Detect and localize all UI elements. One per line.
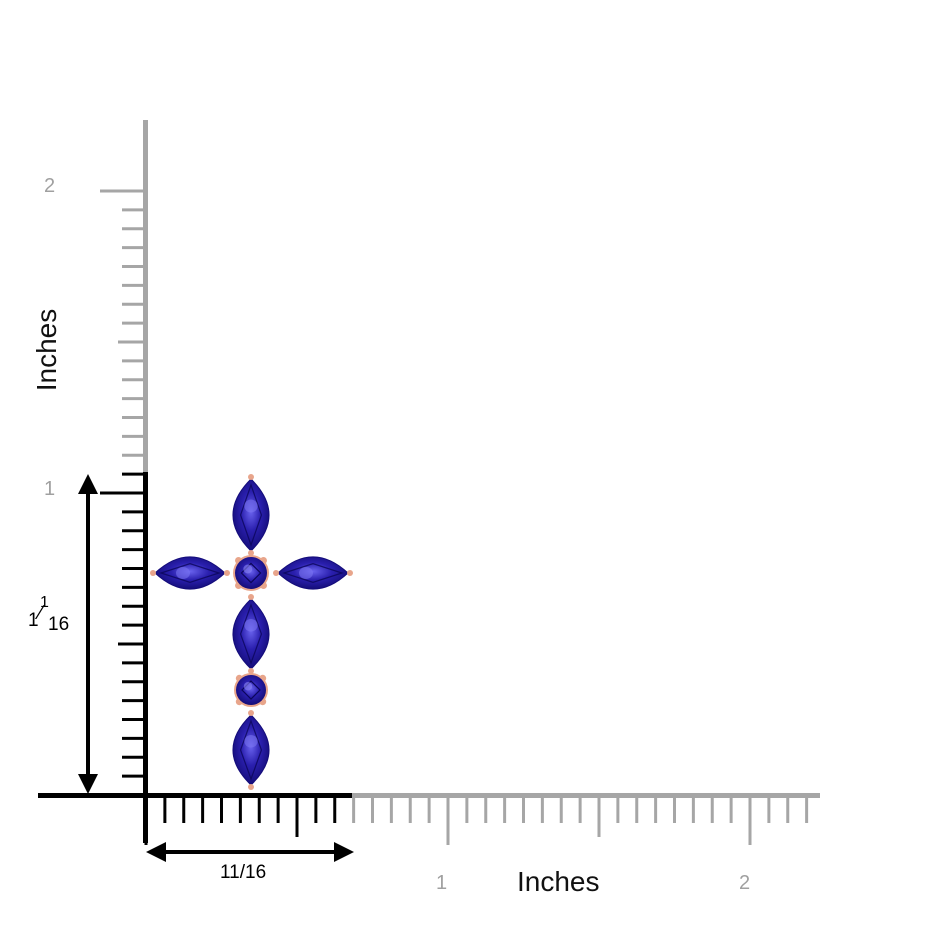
vertical-ruler-tick bbox=[122, 529, 148, 533]
horizontal-ruler-tick bbox=[729, 797, 733, 823]
height-dimension-arrow bbox=[78, 474, 98, 794]
vertical-ruler-tick bbox=[122, 604, 148, 608]
horizontal-ruler-tick bbox=[578, 797, 582, 823]
fraction-slash: ⁄ bbox=[39, 602, 43, 624]
horizontal-ruler-tick bbox=[786, 797, 790, 823]
stone-right-marquise bbox=[273, 556, 353, 590]
stone-left-marquise bbox=[150, 556, 230, 590]
height-dimension-label: 1 1 ⁄ 16 bbox=[28, 594, 78, 638]
height-denominator: 16 bbox=[48, 614, 70, 635]
vertical-axis-title: Inches bbox=[31, 308, 62, 392]
vertical-ruler-tick bbox=[122, 378, 148, 382]
vertical-ruler-tick bbox=[122, 302, 148, 306]
vertical-ruler bbox=[100, 120, 148, 475]
horizontal-ruler-tick bbox=[408, 797, 412, 823]
vertical-ruler-tick bbox=[122, 227, 148, 231]
vertical-tick-label-2: 2 bbox=[44, 175, 56, 197]
horizontal-ruler-tick bbox=[805, 797, 809, 823]
horizontal-ruler-tick bbox=[540, 797, 544, 823]
horizontal-ruler-tick bbox=[314, 797, 318, 823]
horizontal-ruler-tick bbox=[163, 797, 167, 823]
horizontal-ruler-tick bbox=[333, 797, 337, 823]
horizontal-ruler-tick bbox=[352, 797, 356, 823]
horizontal-ruler-tick bbox=[144, 797, 148, 845]
horizontal-ruler-tick bbox=[767, 797, 771, 823]
vertical-ruler-tick bbox=[122, 208, 148, 212]
horizontal-ruler-tick bbox=[748, 797, 752, 845]
stone-middle-marquise bbox=[232, 594, 270, 674]
width-dimension-arrow bbox=[146, 842, 354, 862]
vertical-ruler-tick bbox=[122, 661, 148, 665]
vertical-ruler-tick bbox=[118, 642, 148, 646]
height-whole: 1 bbox=[28, 610, 39, 631]
vertical-ruler-tick bbox=[122, 416, 148, 419]
horizontal-ruler-tick bbox=[182, 797, 186, 823]
vertical-ruler-tick bbox=[122, 680, 148, 684]
vertical-tick-label-1: 1 bbox=[44, 478, 56, 500]
vertical-ruler-measured bbox=[100, 472, 148, 798]
vertical-ruler-tick bbox=[122, 283, 148, 287]
vertical-ruler-tick bbox=[122, 699, 148, 703]
horizontal-ruler-measured bbox=[38, 793, 352, 845]
horizontal-ruler-tick bbox=[446, 797, 450, 845]
horizontal-ruler-tick bbox=[673, 797, 676, 823]
vertical-ruler-tick bbox=[122, 397, 148, 401]
horizontal-ruler-tick bbox=[559, 797, 563, 823]
horizontal-ruler-tick bbox=[710, 797, 714, 823]
vertical-ruler-tick bbox=[122, 321, 148, 325]
horizontal-ruler bbox=[352, 793, 820, 845]
horizontal-ruler-tick bbox=[635, 797, 639, 823]
vertical-ruler-tick bbox=[122, 585, 148, 589]
stone-top-marquise bbox=[232, 474, 270, 556]
vertical-ruler-tick bbox=[122, 453, 148, 457]
width-dimension-label: 11/16 bbox=[220, 862, 267, 883]
horizontal-tick-label-2: 2 bbox=[739, 872, 751, 894]
horizontal-axis-title: Inches bbox=[517, 866, 600, 897]
horizontal-ruler-tick bbox=[484, 797, 488, 823]
horizontal-ruler-tick bbox=[503, 797, 507, 823]
vertical-measured-spine bbox=[143, 472, 148, 798]
cross-pendant bbox=[150, 474, 353, 790]
height-numerator: 1 bbox=[40, 594, 49, 611]
horizontal-ruler-tick bbox=[371, 797, 374, 823]
vertical-ruler-tick bbox=[122, 265, 148, 268]
vertical-ruler-tick bbox=[122, 434, 148, 438]
vertical-ruler-tick bbox=[122, 567, 148, 570]
horizontal-ruler-tick bbox=[238, 797, 242, 823]
horizontal-ruler-tick bbox=[389, 797, 393, 823]
vertical-ruler-tick bbox=[100, 491, 148, 495]
vertical-ruler-tick bbox=[100, 189, 148, 193]
stone-bottom-marquise bbox=[232, 710, 270, 790]
vertical-ruler-tick bbox=[122, 774, 148, 778]
vertical-ruler-tick bbox=[122, 246, 148, 250]
vertical-ruler-tick bbox=[118, 340, 148, 344]
horizontal-baseline bbox=[38, 793, 352, 798]
horizontal-ruler-tick bbox=[295, 797, 299, 837]
horizontal-tick-label-1: 1 bbox=[436, 872, 448, 894]
vertical-ruler-tick bbox=[122, 718, 148, 721]
vertical-ruler-tick bbox=[122, 510, 148, 514]
horizontal-ruler-tick bbox=[691, 797, 695, 823]
horizontal-ruler-tick bbox=[276, 797, 280, 823]
vertical-ruler-tick bbox=[122, 472, 148, 476]
stone-lower-round bbox=[234, 673, 268, 707]
vertical-ruler-tick bbox=[122, 755, 148, 759]
horizontal-ruler-tick bbox=[522, 797, 525, 823]
vertical-ruler-tick bbox=[122, 359, 148, 363]
vertical-ruler-tick bbox=[122, 548, 148, 552]
horizontal-ruler-tick bbox=[597, 797, 601, 837]
horizontal-ruler-tick bbox=[201, 797, 205, 823]
vertical-ruler-tick bbox=[122, 623, 148, 627]
stone-center-round bbox=[233, 555, 269, 591]
horizontal-ruler-tick bbox=[654, 797, 658, 823]
horizontal-ruler-tick bbox=[465, 797, 469, 823]
horizontal-ruler-tick bbox=[427, 797, 431, 823]
horizontal-ruler-tick bbox=[257, 797, 261, 823]
vertical-ruler-tick bbox=[122, 736, 148, 740]
horizontal-ruler-tick bbox=[220, 797, 223, 823]
vertical-ruler-spine bbox=[143, 120, 148, 475]
horizontal-ruler-spine bbox=[352, 793, 820, 798]
horizontal-ruler-tick bbox=[616, 797, 620, 823]
